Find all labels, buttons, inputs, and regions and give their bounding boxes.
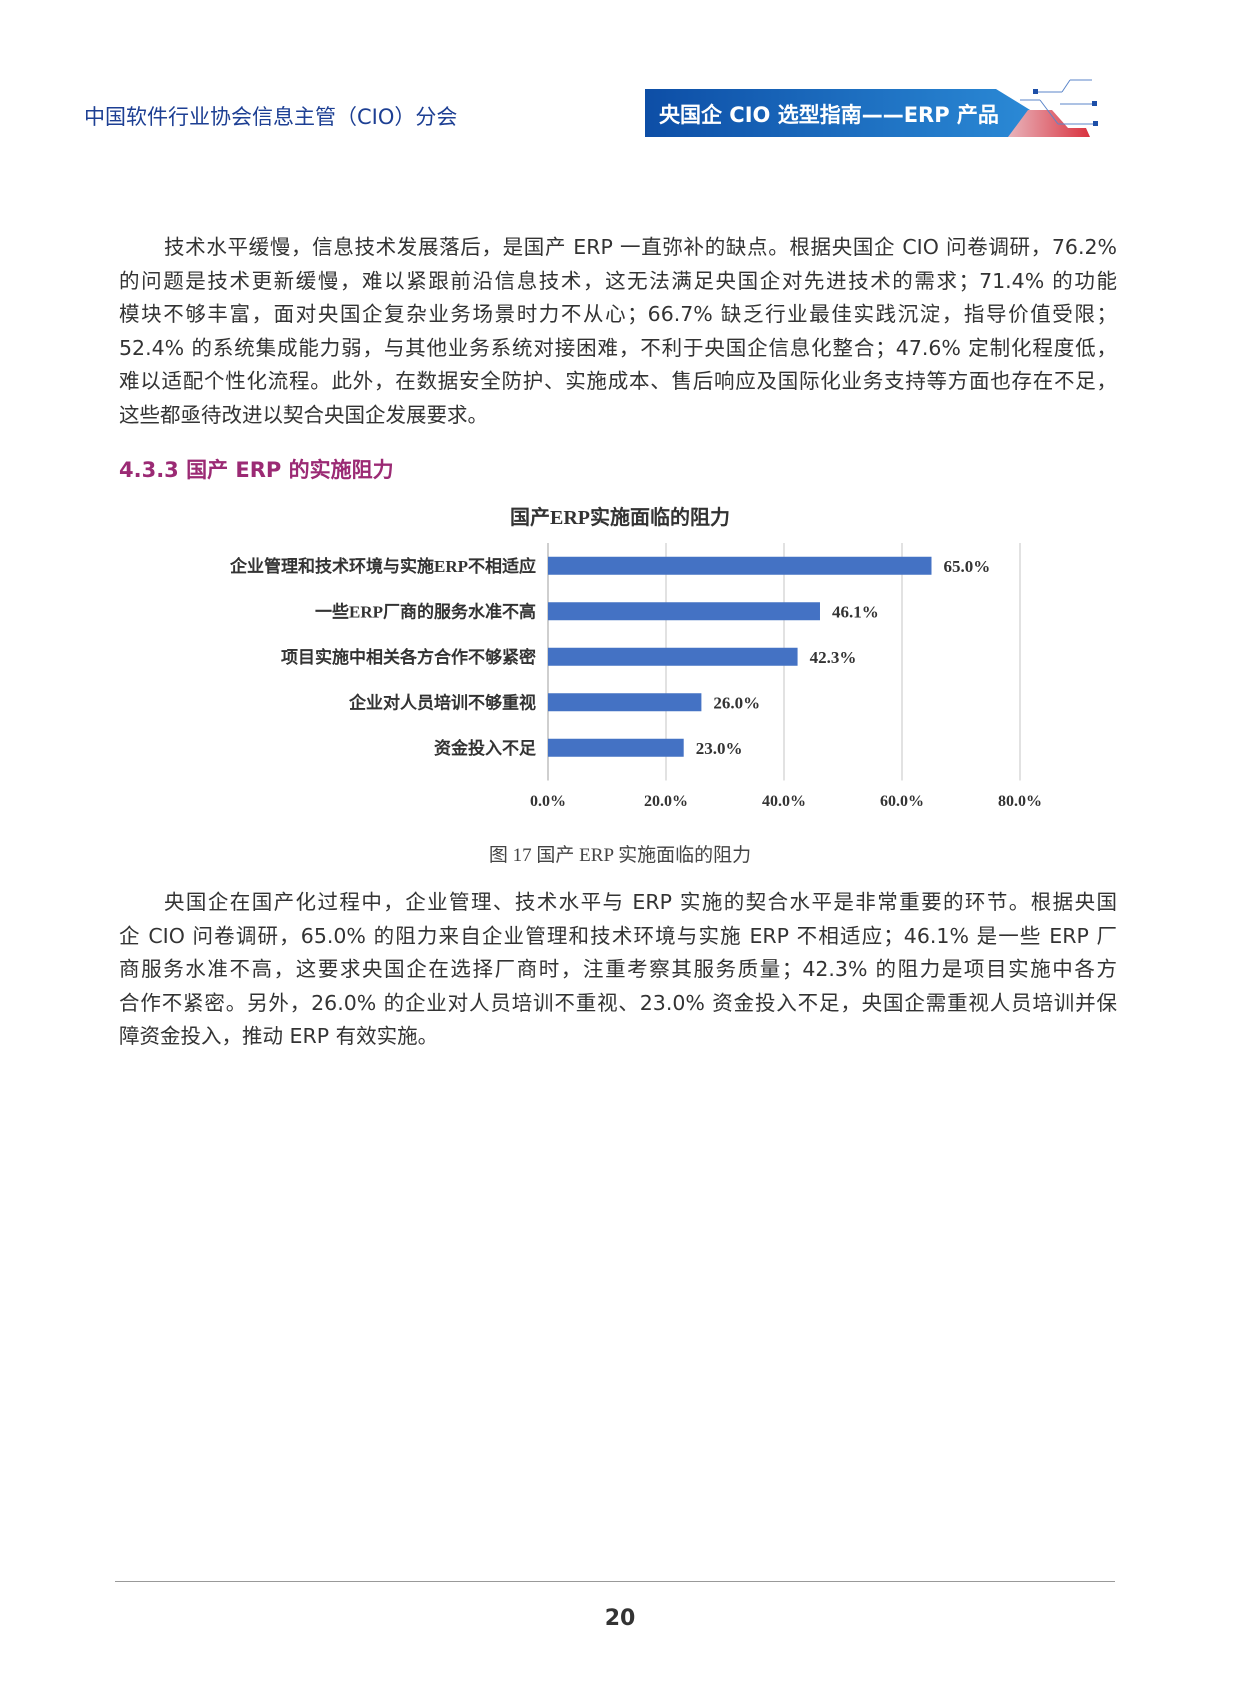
data-label: 23.0% xyxy=(696,739,743,758)
data-label: 46.1% xyxy=(832,602,879,621)
section-heading: 4.3.3 国产 ERP 的实施阻力 xyxy=(119,458,394,482)
text-line: 难以适配个性化流程。此外，在数据安全防护、实施成本、售后响应及国际化业务支持等方… xyxy=(119,369,1117,393)
x-tick-label: 0.0% xyxy=(530,793,566,810)
chart-title: 国产ERP实施面临的阻力 xyxy=(510,505,730,529)
text-line: 52.4% 的系统集成能力弱，与其他业务系统对接困难，不利于央国企信息化整合；4… xyxy=(119,335,1117,360)
x-tick-label: 80.0% xyxy=(998,793,1042,810)
circuit-decoration xyxy=(1008,79,1098,137)
text-line: 障资金投入，推动 ERP 有效实施。 xyxy=(119,1024,439,1048)
bar xyxy=(548,647,798,666)
text-line: 模块不够丰富，面对央国企复杂业务场景时力不从心；66.7% 缺乏行业最佳实践沉淀… xyxy=(119,302,1117,326)
data-label: 26.0% xyxy=(713,693,760,712)
banner-title: 央国企 CIO 选型指南——ERP 产品 xyxy=(659,103,999,127)
bar xyxy=(548,556,932,575)
text-line: 的问题是技术更新缓慢，难以紧跟前沿信息技术，这无法满足央国企对先进技术的需求；7… xyxy=(119,268,1117,293)
bar-chart: 国产ERP实施面临的阻力 0.0% 20.0% 40.0% 60.0% 80.0% 企业管理… xyxy=(229,505,1042,810)
x-tick-label: 60.0% xyxy=(880,793,924,810)
text-line: 合作不紧密。另外，26.0% 的企业对人员培训不重视、23.0% 资金投入不足，… xyxy=(119,990,1117,1015)
header-organization: 中国软件行业协会信息主管（CIO）分会 xyxy=(84,105,458,129)
x-tick-label: 20.0% xyxy=(644,793,688,810)
figure-caption: 图 17 国产 ERP 实施面临的阻力 xyxy=(488,845,752,866)
text-line: 央国企在国产化过程中，企业管理、技术水平与 ERP 实施的契合水平是非常重要的环… xyxy=(164,890,1117,914)
x-tick-label: 40.0% xyxy=(762,793,806,810)
text-line: 技术水平缓慢，信息技术发展落后，是国产 ERP 一直弥补的缺点。根据央国企 CI… xyxy=(164,235,1117,259)
paragraph-2: 央国企在国产化过程中，企业管理、技术水平与 ERP 实施的契合水平是非常重要的环… xyxy=(119,886,1117,1054)
page-number: 20 xyxy=(604,1606,636,1631)
footer-divider xyxy=(115,1581,1115,1582)
category-label: 项目实施中相关各方合作不够紧密 xyxy=(281,647,536,667)
data-label: 65.0% xyxy=(944,557,991,576)
bar xyxy=(548,693,702,712)
category-label: 资金投入不足 xyxy=(434,738,536,758)
bar xyxy=(548,602,820,621)
bar xyxy=(548,738,684,757)
text-line: 商服务水准不高，这要求央国企在选择厂商时，注重考察其服务质量；42.3% 的阻力… xyxy=(119,957,1117,981)
category-label: 企业对人员培训不够重视 xyxy=(348,692,536,712)
text-line: 企 CIO 问卷调研，65.0% 的阻力来自企业管理和技术环境与实施 ERP 不… xyxy=(119,923,1117,948)
category-label: 一些ERP厂商的服务水准不高 xyxy=(315,601,536,621)
text-line: 这些都亟待改进以契合央国企发展要求。 xyxy=(119,402,488,427)
paragraph-1: 技术水平缓慢，信息技术发展落后，是国产 ERP 一直弥补的缺点。根据央国企 CI… xyxy=(119,231,1117,432)
header-banner: 央国企 CIO 选型指南——ERP 产品 xyxy=(645,89,1035,137)
category-label: 企业管理和技术环境与实施ERP不相适应 xyxy=(229,556,536,576)
data-label: 42.3% xyxy=(810,648,857,667)
